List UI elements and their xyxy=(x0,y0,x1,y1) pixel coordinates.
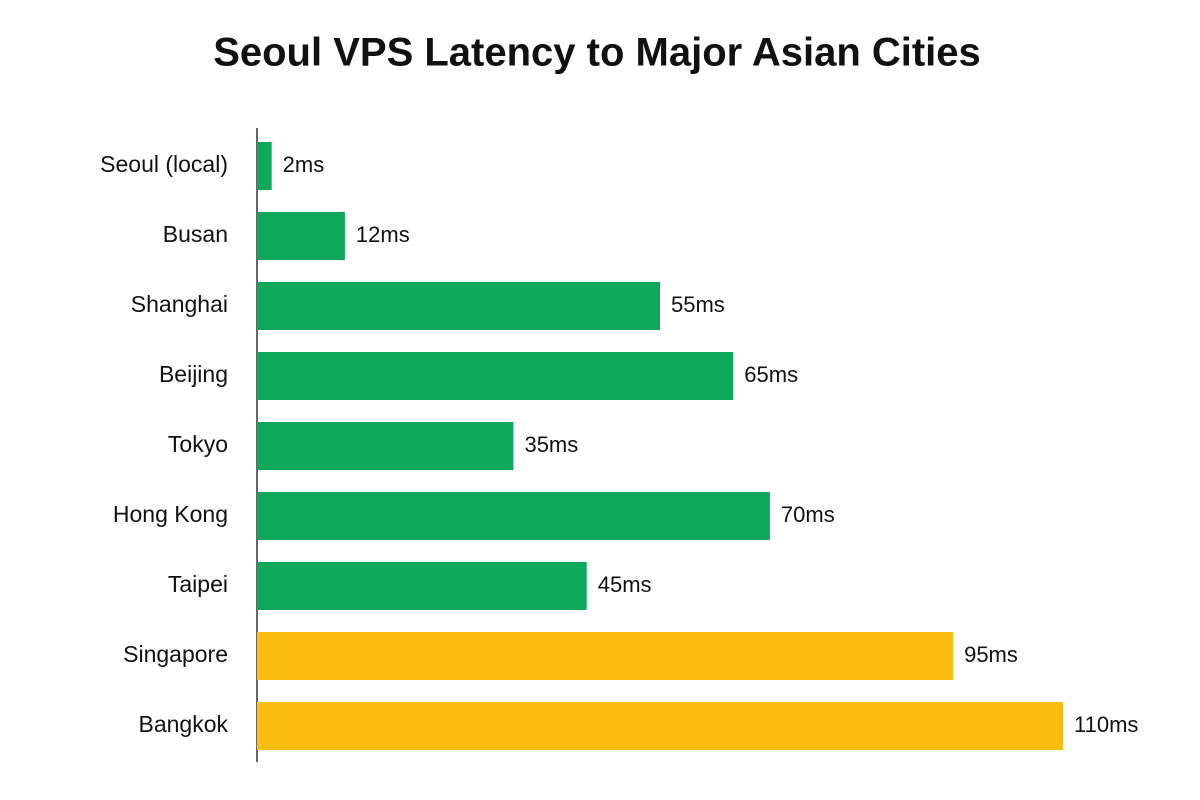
category-label: Busan xyxy=(163,221,228,247)
category-label: Tokyo xyxy=(168,431,228,457)
value-label: 2ms xyxy=(283,152,325,177)
value-label: 45ms xyxy=(598,572,652,597)
bar xyxy=(257,142,272,190)
category-label: Beijing xyxy=(159,361,228,387)
category-label: Taipei xyxy=(168,571,228,597)
category-label: Bangkok xyxy=(138,711,228,737)
category-label: Shanghai xyxy=(131,291,228,317)
chart-title: Seoul VPS Latency to Major Asian Cities xyxy=(213,31,981,75)
bar xyxy=(257,562,587,610)
category-label: Seoul (local) xyxy=(100,151,228,177)
bar xyxy=(257,422,514,470)
bar xyxy=(257,282,660,330)
category-label: Singapore xyxy=(123,641,228,667)
bar xyxy=(257,352,734,400)
value-label: 35ms xyxy=(524,432,578,457)
bar xyxy=(257,702,1063,750)
value-label: 95ms xyxy=(964,642,1018,667)
value-label: 110ms xyxy=(1074,712,1138,737)
value-label: 12ms xyxy=(356,222,410,247)
value-label: 70ms xyxy=(781,502,835,527)
bar xyxy=(257,212,345,260)
bar xyxy=(257,492,770,540)
category-label: Hong Kong xyxy=(113,501,228,527)
value-label: 65ms xyxy=(744,362,798,387)
value-label: 55ms xyxy=(671,292,725,317)
bar xyxy=(257,632,954,680)
